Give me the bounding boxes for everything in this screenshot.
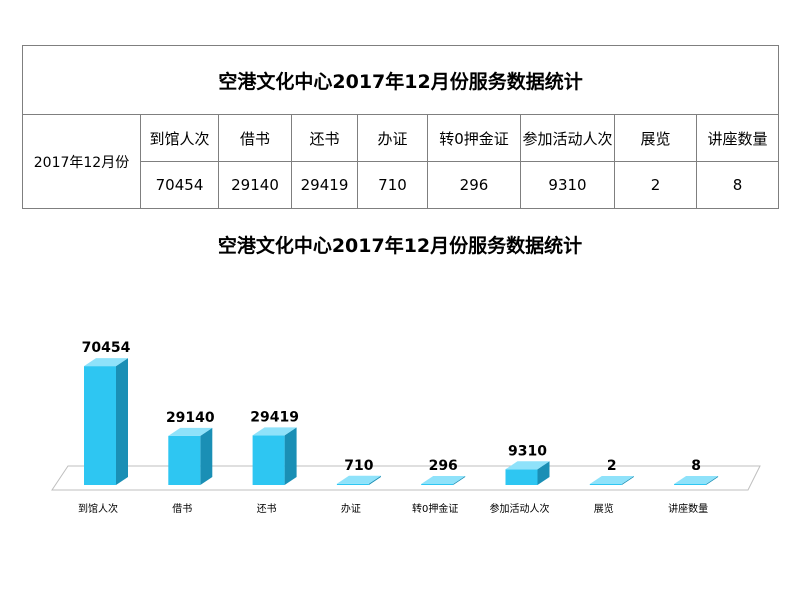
- value-cell: 29140: [218, 161, 292, 209]
- table-title: 空港文化中心2017年12月份服务数据统计: [21, 45, 780, 115]
- chart-title: 空港文化中心2017年12月份服务数据统计: [218, 234, 582, 257]
- bar: [421, 476, 466, 485]
- category-tick-label: 办证: [341, 502, 361, 515]
- bar: [168, 427, 213, 485]
- bar: [84, 358, 128, 485]
- bar-top-face: [674, 476, 719, 484]
- bar-front-face: [674, 484, 707, 485]
- bar: [674, 476, 719, 485]
- chart-floor: [51, 465, 761, 491]
- value-cell: 8: [695, 161, 780, 209]
- bar: [589, 476, 634, 485]
- bar-top-face: [421, 476, 466, 484]
- bar-side-face: [537, 461, 550, 485]
- bar-front-face: [168, 435, 201, 485]
- value-cell: 2: [614, 161, 697, 209]
- bar-top-face: [168, 427, 213, 436]
- header-cell: 办证: [357, 114, 428, 162]
- bar-side-face: [284, 427, 297, 485]
- category-tick-label: 讲座数量: [668, 502, 708, 515]
- value-cell: 29419: [291, 161, 358, 209]
- table-value-row: 70454 29140 29419 710 296 9310 2 8: [23, 161, 780, 209]
- value-cell: 710: [357, 161, 428, 209]
- bar-top-face: [252, 427, 297, 436]
- data-label: 710: [344, 458, 373, 474]
- bar-front-face: [252, 435, 285, 485]
- bar: [252, 427, 297, 485]
- bar-top-face: [336, 475, 381, 484]
- data-label: 70454: [82, 340, 131, 356]
- bar-side-face: [453, 476, 466, 485]
- header-cell: 参加活动人次: [520, 114, 615, 162]
- table-header-row: 2017年12月份 到馆人次 借书 还书 办证 转0押金证 参加活动人次 展览 …: [22, 114, 780, 209]
- bar-side-face: [200, 427, 213, 485]
- data-label: 9310: [508, 443, 547, 459]
- bar-top-face: [589, 476, 634, 484]
- data-label: 2: [607, 458, 617, 474]
- data-label: 29419: [250, 409, 299, 425]
- bar: [505, 461, 550, 485]
- value-cell: 9310: [520, 161, 615, 209]
- header-cell: 展览: [614, 114, 697, 162]
- header-cell: 转0押金证: [427, 114, 521, 162]
- header-cell: 到馆人次: [140, 114, 219, 162]
- category-tick-label: 参加活动人次: [490, 502, 550, 515]
- category-tick-label: 展览: [594, 502, 614, 515]
- category-tick-label: 还书: [257, 503, 277, 515]
- data-label: 29140: [166, 410, 215, 426]
- table-title-row: 空港文化中心2017年12月份服务数据统计: [21, 45, 780, 115]
- category-tick-label: 借书: [172, 503, 192, 515]
- header-cell: 还书: [291, 114, 358, 162]
- bar-side-face: [368, 475, 381, 485]
- bar-top-face: [84, 358, 128, 367]
- header-cell: 讲座数量: [695, 114, 780, 162]
- bar-side-face: [621, 476, 634, 485]
- bar-front-face: [84, 366, 116, 485]
- bar-front-face: [505, 469, 538, 485]
- data-label: 8: [691, 458, 701, 474]
- bar: [336, 475, 381, 485]
- bar-side-face: [706, 476, 719, 485]
- bar-front-face: [336, 483, 369, 485]
- bar-chart: 空港文化中心2017年12月份服务数据统计 70454 29140 29419 710…: [51, 234, 761, 515]
- bar-side-face: [116, 358, 128, 485]
- period-label: 2017年12月份: [22, 114, 141, 209]
- value-cell: 296: [427, 161, 521, 209]
- bar-front-face: [589, 484, 622, 485]
- value-cell: 70454: [140, 161, 219, 209]
- data-label: 296: [429, 458, 458, 474]
- stats-table: 空港文化中心2017年12月份服务数据统计 2017年12月份 到馆人次 借书 …: [21, 45, 780, 209]
- header-cell: 借书: [218, 114, 292, 162]
- category-tick-label: 转0押金证: [412, 502, 458, 515]
- category-tick-label: 到馆人次: [78, 502, 118, 515]
- bar-front-face: [421, 484, 454, 485]
- bar-top-face: [505, 461, 550, 470]
